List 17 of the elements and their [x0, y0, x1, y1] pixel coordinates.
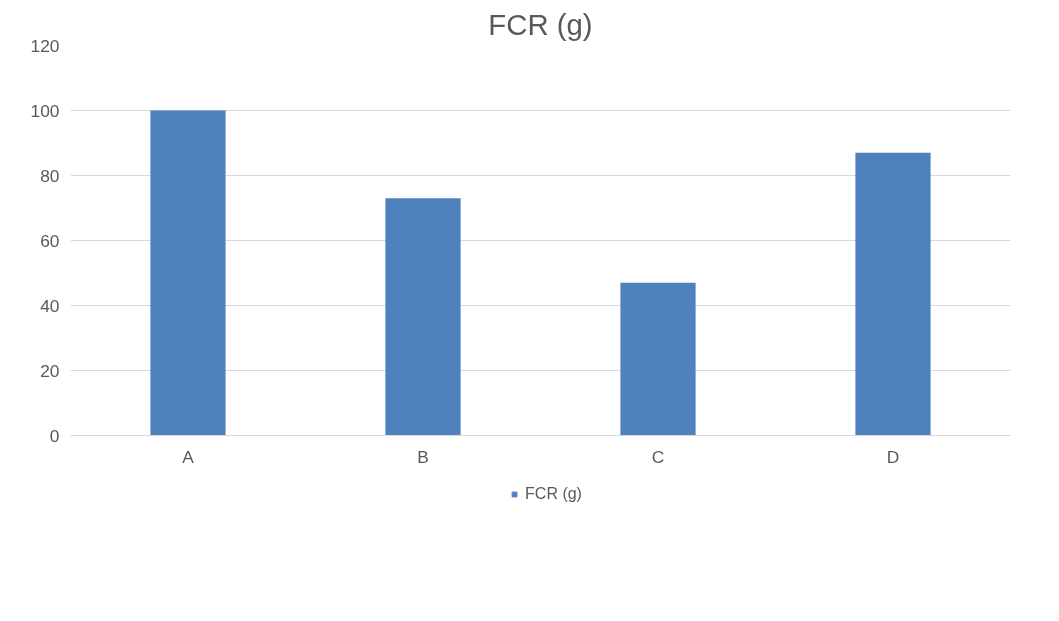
- x-tick-label: D: [886, 446, 900, 467]
- x-tick-label: A: [182, 446, 195, 467]
- bar: [385, 198, 461, 436]
- y-tick-label: 120: [30, 35, 60, 56]
- bar: [150, 110, 226, 436]
- y-tick-label: 20: [40, 360, 60, 381]
- legend-label: FCR (g): [525, 485, 582, 503]
- x-tick-label: B: [417, 446, 429, 467]
- y-tick-label: 40: [40, 295, 60, 316]
- x-tick-label: C: [651, 446, 665, 467]
- bar: [855, 152, 931, 436]
- bar: [620, 282, 696, 436]
- y-tick-label: 100: [30, 100, 60, 121]
- y-tick-label: 0: [49, 425, 60, 446]
- chart-title: FCR (g): [488, 7, 593, 41]
- y-tick-label: 60: [40, 230, 60, 251]
- y-tick-label: 80: [40, 165, 60, 186]
